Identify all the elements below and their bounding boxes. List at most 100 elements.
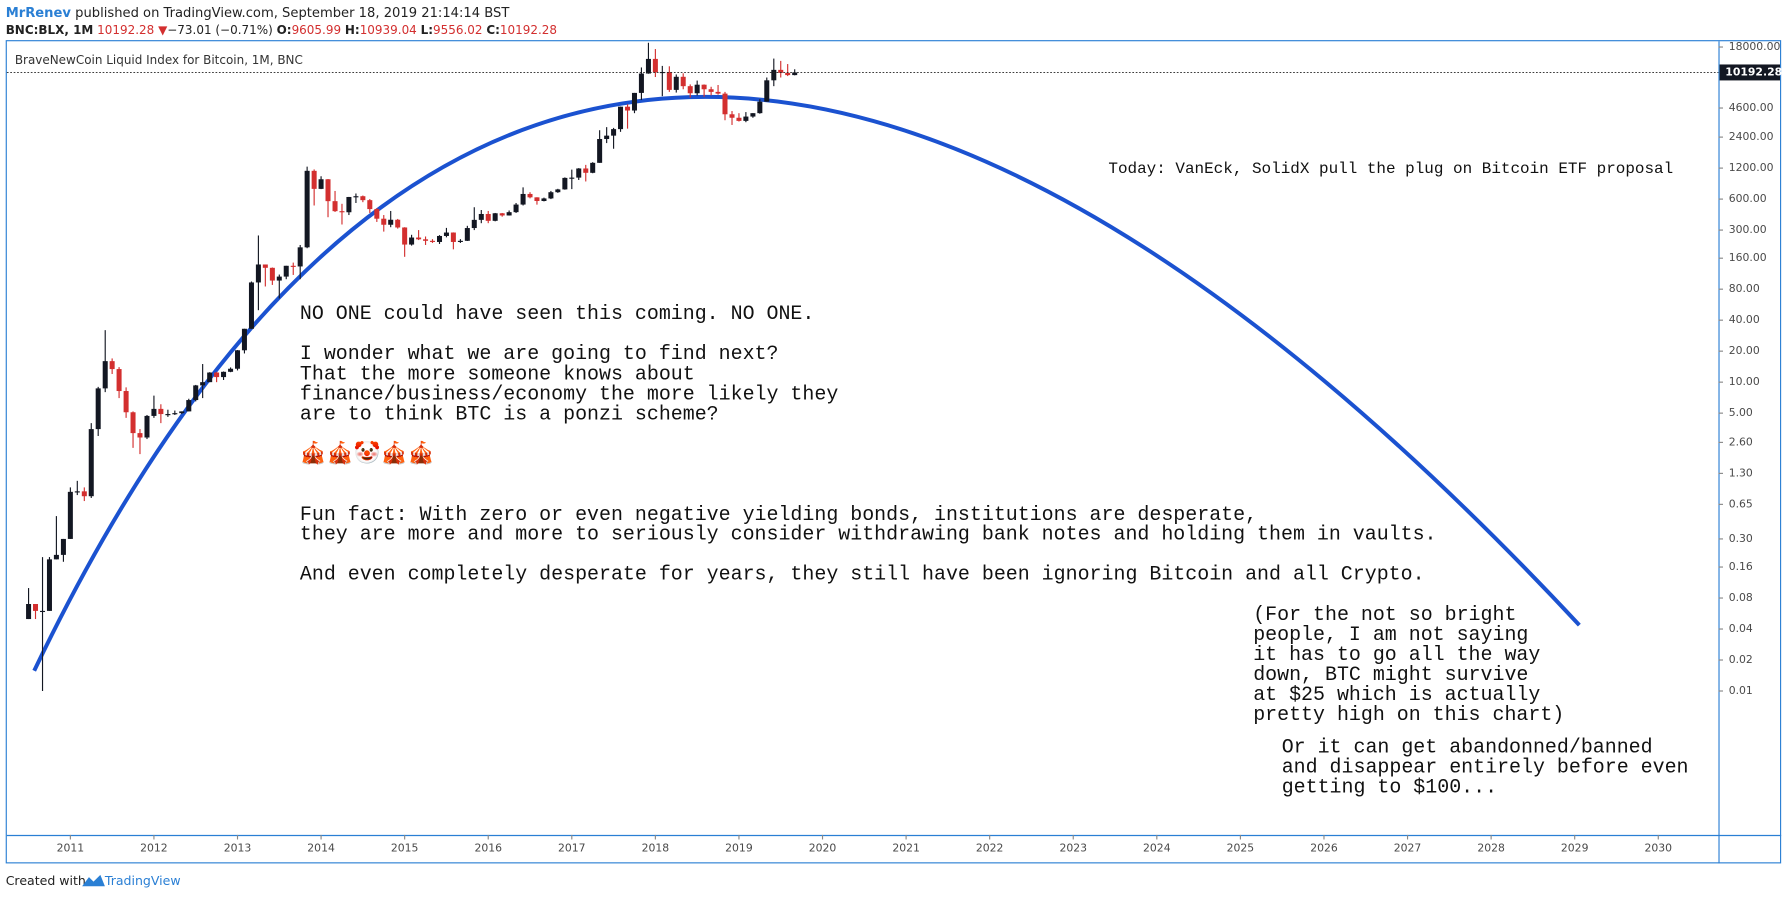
y-tick-label: 0.08 — [1729, 591, 1753, 604]
candle-body — [590, 162, 596, 173]
arrow: ▼ — [158, 22, 168, 36]
candle-body — [792, 72, 798, 76]
x-tick-label: 2011 — [57, 842, 85, 855]
candle-body — [576, 168, 582, 178]
y-tick-label: 160.00 — [1729, 251, 1767, 264]
candle-body — [785, 72, 791, 76]
candle-body — [638, 73, 644, 93]
candle-body — [353, 196, 359, 198]
candle-body — [381, 218, 387, 225]
candle-body — [186, 400, 192, 412]
change: −73.01 (−0.71%) — [167, 22, 273, 36]
annotation-line: people, I am not saying — [1253, 623, 1528, 646]
candle-body — [311, 170, 317, 189]
candle-body — [520, 193, 526, 205]
y-tick-label: 0.30 — [1729, 532, 1753, 545]
candle-body — [464, 228, 470, 241]
y-tick-label: 300.00 — [1729, 223, 1767, 236]
annotation-line: Or it can get abandonned/banned — [1282, 735, 1653, 758]
annotation-line: I wonder what we are going to find next? — [300, 342, 779, 365]
x-tick-label: 2030 — [1644, 842, 1672, 855]
symbol: BNC:BLX, 1M — [6, 22, 94, 36]
candle-body — [757, 101, 763, 114]
candle-body — [297, 247, 303, 267]
candle-body — [416, 237, 422, 240]
footer-text: Created with — [6, 873, 86, 888]
candle-body — [436, 235, 443, 242]
candle-body — [597, 139, 603, 163]
candle-body — [750, 113, 756, 117]
annotation-line: it has to go all the way — [1253, 643, 1540, 666]
x-tick-label: 2013 — [224, 842, 252, 855]
candle-body — [687, 86, 693, 94]
candle-body — [395, 219, 401, 228]
logo — [82, 874, 105, 887]
x-tick-label: 2024 — [1143, 842, 1171, 855]
y-tick-label: 18000.00 — [1729, 40, 1781, 53]
candle-body — [541, 198, 547, 201]
candle-body — [318, 179, 324, 189]
candle-body — [659, 71, 665, 74]
h: 10939.04 — [360, 22, 417, 36]
x-tick-label: 2023 — [1059, 842, 1087, 855]
candle-body — [40, 610, 46, 613]
y-tick-label: 0.02 — [1729, 653, 1753, 666]
candle-body — [485, 213, 491, 221]
candle-body — [402, 227, 408, 245]
h-label: H: — [345, 22, 360, 36]
candle-body — [618, 106, 624, 130]
annotation-line: pretty high on this chart) — [1253, 703, 1564, 726]
candle-body — [67, 491, 73, 539]
candle-body — [248, 282, 254, 329]
candle-body — [276, 276, 282, 281]
annotation-line: That the more someone knows about — [300, 362, 695, 385]
x-tick-label: 2017 — [558, 842, 586, 855]
author[interactable]: MrRenev — [6, 5, 72, 20]
y-tick-label: 4600.00 — [1729, 101, 1774, 114]
annotation-line: Fun fact: With zero or even negative yie… — [300, 503, 1257, 526]
marks: 2011 2012 2013 2014 2015 2016 2017 2018 2019 2020… — [6, 40, 1782, 855]
annotation-line: And even completely desperate for years,… — [300, 562, 1425, 585]
candle-body — [165, 414, 171, 416]
candle-body — [423, 239, 429, 241]
annotation-line: and disappear entirely before even — [1282, 755, 1689, 778]
annotation-line: (For the not so bright — [1253, 603, 1516, 626]
candle-body — [715, 91, 721, 94]
candle-body — [701, 84, 707, 90]
candle-body — [555, 189, 561, 193]
candle-body — [130, 412, 136, 434]
candle-body — [492, 213, 498, 221]
candle-body — [708, 89, 714, 92]
candle-body — [53, 554, 59, 560]
candle-body — [367, 200, 373, 210]
x-tick-label: 2019 — [725, 842, 753, 855]
candle-body — [471, 219, 477, 229]
annotation-line: are to think BTC is a ponzi scheme? — [300, 402, 719, 425]
candle-body — [429, 240, 435, 242]
symbol-line: BNC:BLX, 1M 10192.28 ▼−73.01 (−0.71%) O:… — [6, 22, 557, 36]
x-tick-label: 2014 — [307, 842, 335, 855]
annotation-line: at $25 which is actually — [1253, 683, 1540, 706]
candle-body — [269, 267, 275, 281]
candle-body — [123, 391, 129, 413]
candle-body — [32, 604, 39, 611]
c-label: C: — [486, 22, 500, 36]
candle-body — [200, 382, 206, 386]
candle-body — [283, 265, 289, 277]
x-tick-label: 2021 — [892, 842, 920, 855]
candle-body — [207, 372, 213, 383]
candle-body — [764, 80, 770, 102]
candle-body — [158, 408, 164, 415]
candle-body — [694, 84, 700, 94]
annotation-line: Today: VanEck, SolidX pull the plug on B… — [1108, 160, 1673, 178]
y-tick-label: 0.04 — [1729, 622, 1753, 635]
price: 10192.28 — [97, 22, 154, 36]
candle-body — [360, 196, 366, 201]
candle-body — [443, 232, 449, 236]
chart-frame — [5, 40, 1782, 864]
footer-brand[interactable]: TradingView — [104, 873, 181, 888]
candle-body — [60, 538, 66, 555]
candle-body — [666, 71, 672, 90]
y-tick-label: 0.65 — [1729, 497, 1753, 510]
